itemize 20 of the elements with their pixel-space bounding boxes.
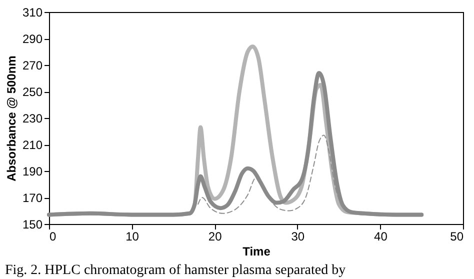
y-tick-label: 190: [22, 164, 43, 178]
y-tick-label: 210: [22, 138, 43, 152]
y-tick-label: 230: [22, 112, 43, 126]
line-series: [198, 134, 344, 214]
x-tick-label: 0: [50, 230, 56, 244]
y-tick-label: 310: [22, 6, 43, 20]
y-tick-label: 250: [22, 85, 43, 99]
line-series: [47, 70, 424, 217]
y-tick-label: 290: [22, 32, 43, 46]
y-axis-title: Absorbance @ 500nm: [4, 56, 18, 182]
y-tick-label: 150: [22, 218, 43, 232]
x-tick-label: 50: [450, 230, 464, 244]
caption: Fig. 2. HPLC chromatogram of hamster plasma separated by: [4, 263, 346, 278]
x-tick-label: 40: [374, 230, 388, 244]
y-tick-label: 170: [22, 191, 43, 205]
x-axis-title: Time: [242, 244, 271, 258]
x-tick-label: 10: [126, 230, 140, 244]
y-tick-label: 270: [22, 58, 43, 72]
x-tick-label: 30: [291, 230, 305, 244]
x-tick-label: 20: [208, 230, 222, 244]
